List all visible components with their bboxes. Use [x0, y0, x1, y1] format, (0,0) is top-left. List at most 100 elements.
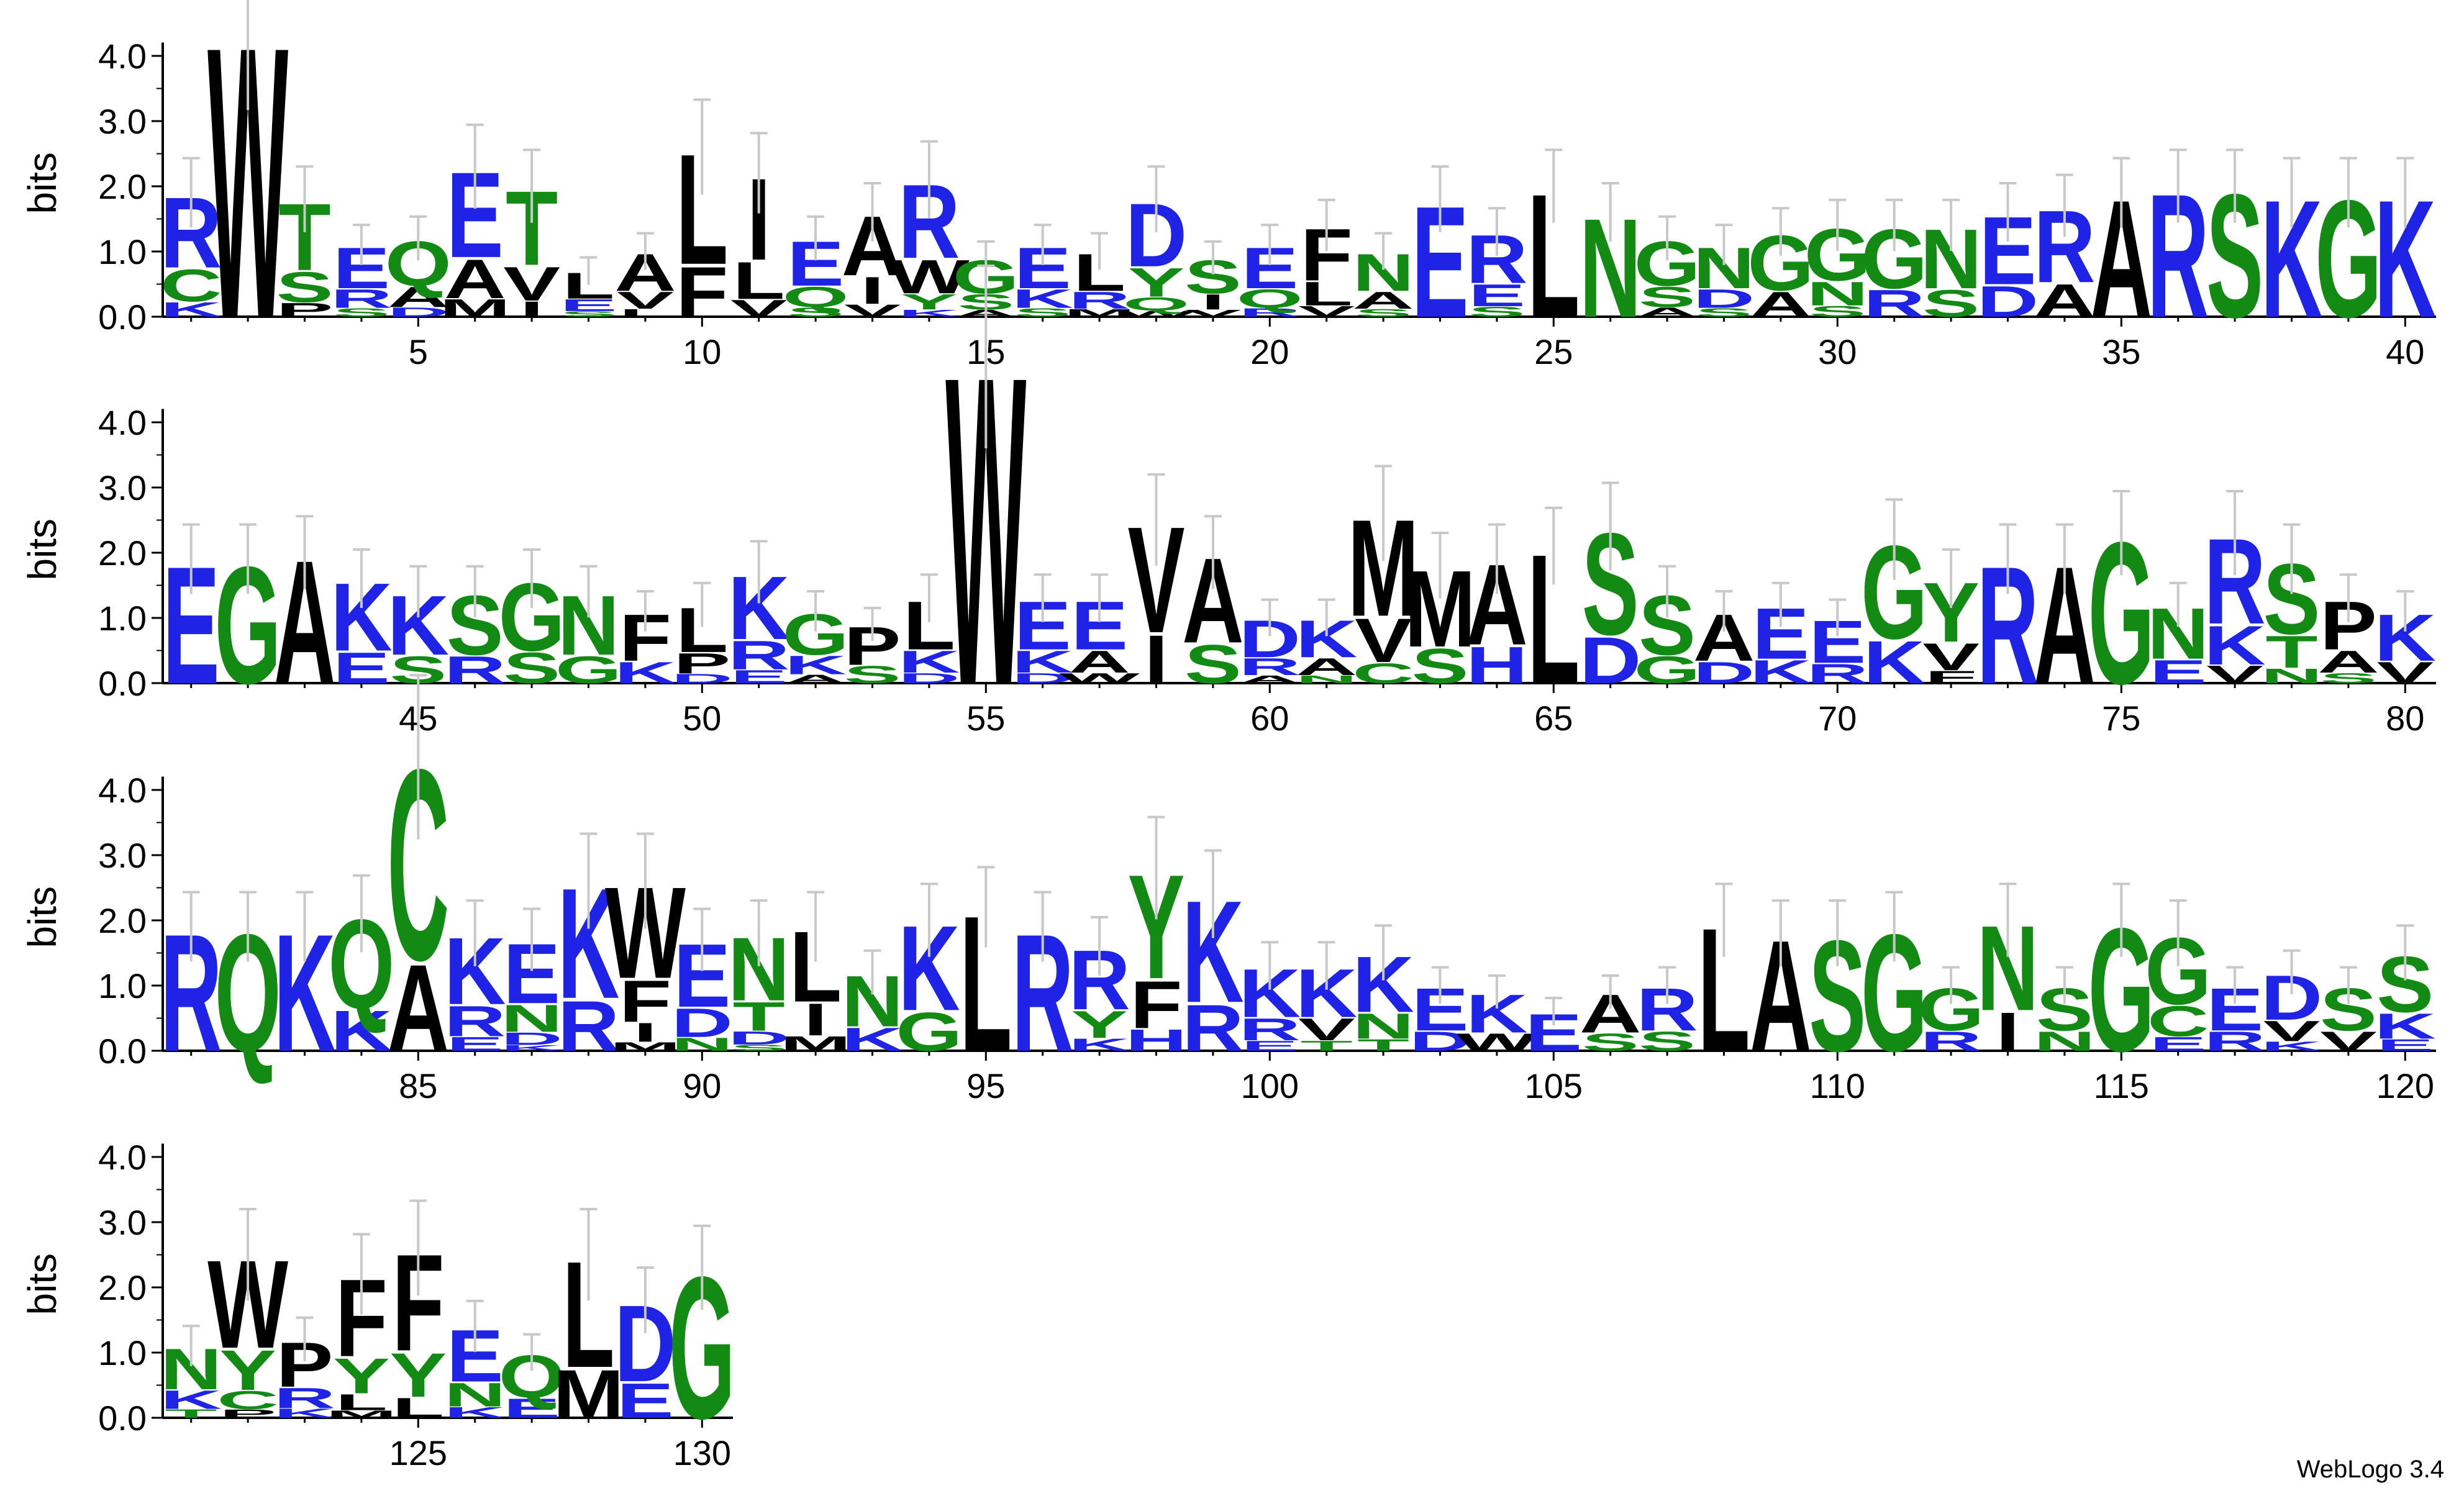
logo-letter-A: A [2317, 644, 2379, 679]
logo-letter-S: S [1355, 307, 1412, 319]
logo-letter-I: I [860, 269, 884, 312]
x-tick-label: 70 [1818, 699, 1857, 738]
x-tick-label: 80 [2386, 699, 2424, 738]
logo-letter-K: K [898, 308, 960, 319]
y-tick-label: 3.0 [98, 836, 147, 875]
logo-letter-K: K [2204, 614, 2265, 676]
logo-letter-S: S [2320, 670, 2377, 686]
logo-letter-S: S [1184, 633, 1242, 696]
logo-letter-D: D [388, 305, 449, 320]
x-tick-label: 50 [683, 699, 721, 738]
logo-letter-W: W [1116, 309, 1198, 319]
logo-letter-R: R [728, 632, 789, 678]
logo-letter-D: D [1580, 624, 1641, 697]
logo-letter-E: E [560, 296, 617, 314]
y-tick-label: 3.0 [98, 1203, 147, 1242]
logo-letter-K: K [614, 656, 676, 690]
logo-letter-S: S [1809, 303, 1866, 320]
logo-letter-E: E [503, 1393, 560, 1424]
logo-letter-D: D [501, 1029, 562, 1049]
y-tick-label: 3.0 [98, 102, 147, 141]
x-tick-label: 25 [1534, 332, 1573, 371]
x-tick-label: 55 [966, 699, 1005, 738]
logo-letter-N: N [2261, 664, 2322, 687]
logo-letter-S: S [276, 263, 334, 312]
logo-letter-R: R [274, 1382, 335, 1414]
logo-letter-R: R [444, 648, 506, 692]
x-tick-label: 30 [1818, 332, 1857, 371]
logo-letter-D: D [671, 671, 733, 686]
y-axis-label: bits [20, 152, 65, 214]
logo-letter-K: K [330, 999, 392, 1063]
logo-letter-E: E [730, 666, 788, 687]
logo-letter-L: L [733, 251, 785, 310]
logo-letter-Y: Y [1071, 1003, 1128, 1046]
y-tick-label: 1.0 [98, 599, 147, 638]
logo-letter-E: E [333, 644, 390, 693]
logo-letter-T: T [165, 1407, 217, 1420]
x-tick-label: 60 [1250, 699, 1289, 738]
logo-letter-H: H [1125, 1023, 1187, 1057]
logo-letter-N: N [1296, 673, 1357, 686]
x-tick-label: 130 [673, 1433, 731, 1472]
logo-letter-M: M [326, 1408, 398, 1420]
logo-letter-N: N [671, 1034, 733, 1054]
logo-letter-R: R [1920, 1026, 1981, 1057]
y-tick-label: 1.0 [98, 966, 147, 1005]
logo-letter-S: S [503, 644, 560, 693]
logo-letter-D: D [728, 1028, 789, 1049]
x-tick-label: 90 [683, 1066, 721, 1105]
logo-letter-V: V [844, 301, 901, 320]
logo-letter-P: P [219, 1407, 276, 1420]
x-tick-label: 120 [2376, 1066, 2434, 1105]
x-tick-label: 5 [409, 332, 428, 371]
logo-letter-M: M [610, 1040, 681, 1053]
x-tick-label: 95 [966, 1066, 1005, 1105]
logo-letter-V: V [730, 295, 788, 322]
logo-letter-S: S [1468, 304, 1525, 320]
logo-letter-I: I [634, 1017, 657, 1047]
logo-letter-I: I [520, 297, 543, 321]
logo-letter-E: E [2150, 654, 2207, 691]
logo-letter-R: R [1068, 287, 1130, 314]
logo-letter-I: I [1996, 1001, 2019, 1063]
logo-letter-K: K [160, 1385, 222, 1415]
logo-letter-S: S [333, 306, 390, 319]
x-tick-label: 65 [1534, 699, 1573, 738]
logo-letter-L: L [335, 1390, 388, 1415]
logo-letter-V: V [1298, 1012, 1355, 1046]
logo-letter-R: R [1863, 282, 1925, 325]
logo-letter-A: A [784, 672, 846, 686]
logo-letter-E: E [617, 1373, 674, 1428]
logo-letter-L: L [392, 1392, 444, 1423]
logo-letter-N: N [501, 997, 562, 1040]
logo-letter-K: K [1012, 644, 1073, 679]
logo-letter-C: C [217, 1385, 278, 1415]
logo-letter-A: A [1636, 305, 1698, 320]
logo-letter-E: E [1241, 1038, 1298, 1054]
logo-letter-S: S [730, 1043, 788, 1053]
x-tick-label: 75 [2102, 699, 2140, 738]
x-tick-label: 125 [389, 1433, 447, 1472]
logo-letter-R: R [330, 284, 392, 314]
y-tick-label: 0.0 [98, 664, 147, 703]
logo-letter-R: R [1239, 1012, 1301, 1046]
x-tick-label: 10 [683, 332, 721, 371]
logo-letter-V: V [2263, 1015, 2321, 1047]
logo-letter-K: K [2375, 1006, 2436, 1046]
logo-letter-K: K [1863, 628, 1925, 696]
y-tick-label: 2.0 [98, 1268, 147, 1307]
logo-letter-N: N [1352, 1006, 1414, 1046]
y-tick-label: 4.0 [98, 771, 147, 810]
logo-letter-K: K [444, 1404, 506, 1422]
logo-letter-A: A [1750, 284, 1811, 324]
logo-letter-R: R [2204, 1026, 2265, 1057]
logo-letter-A: A [1352, 287, 1414, 314]
logo-letter-L: L [1301, 275, 1353, 313]
logo-letter-S: S [1922, 282, 1980, 325]
logo-letter-K: K [160, 298, 222, 321]
logo-letter-L: L [619, 307, 671, 319]
logo-letter-V: V [2206, 660, 2263, 689]
logo-letter-R: R [1239, 653, 1301, 680]
logo-letter-T: T [1301, 1038, 1353, 1054]
